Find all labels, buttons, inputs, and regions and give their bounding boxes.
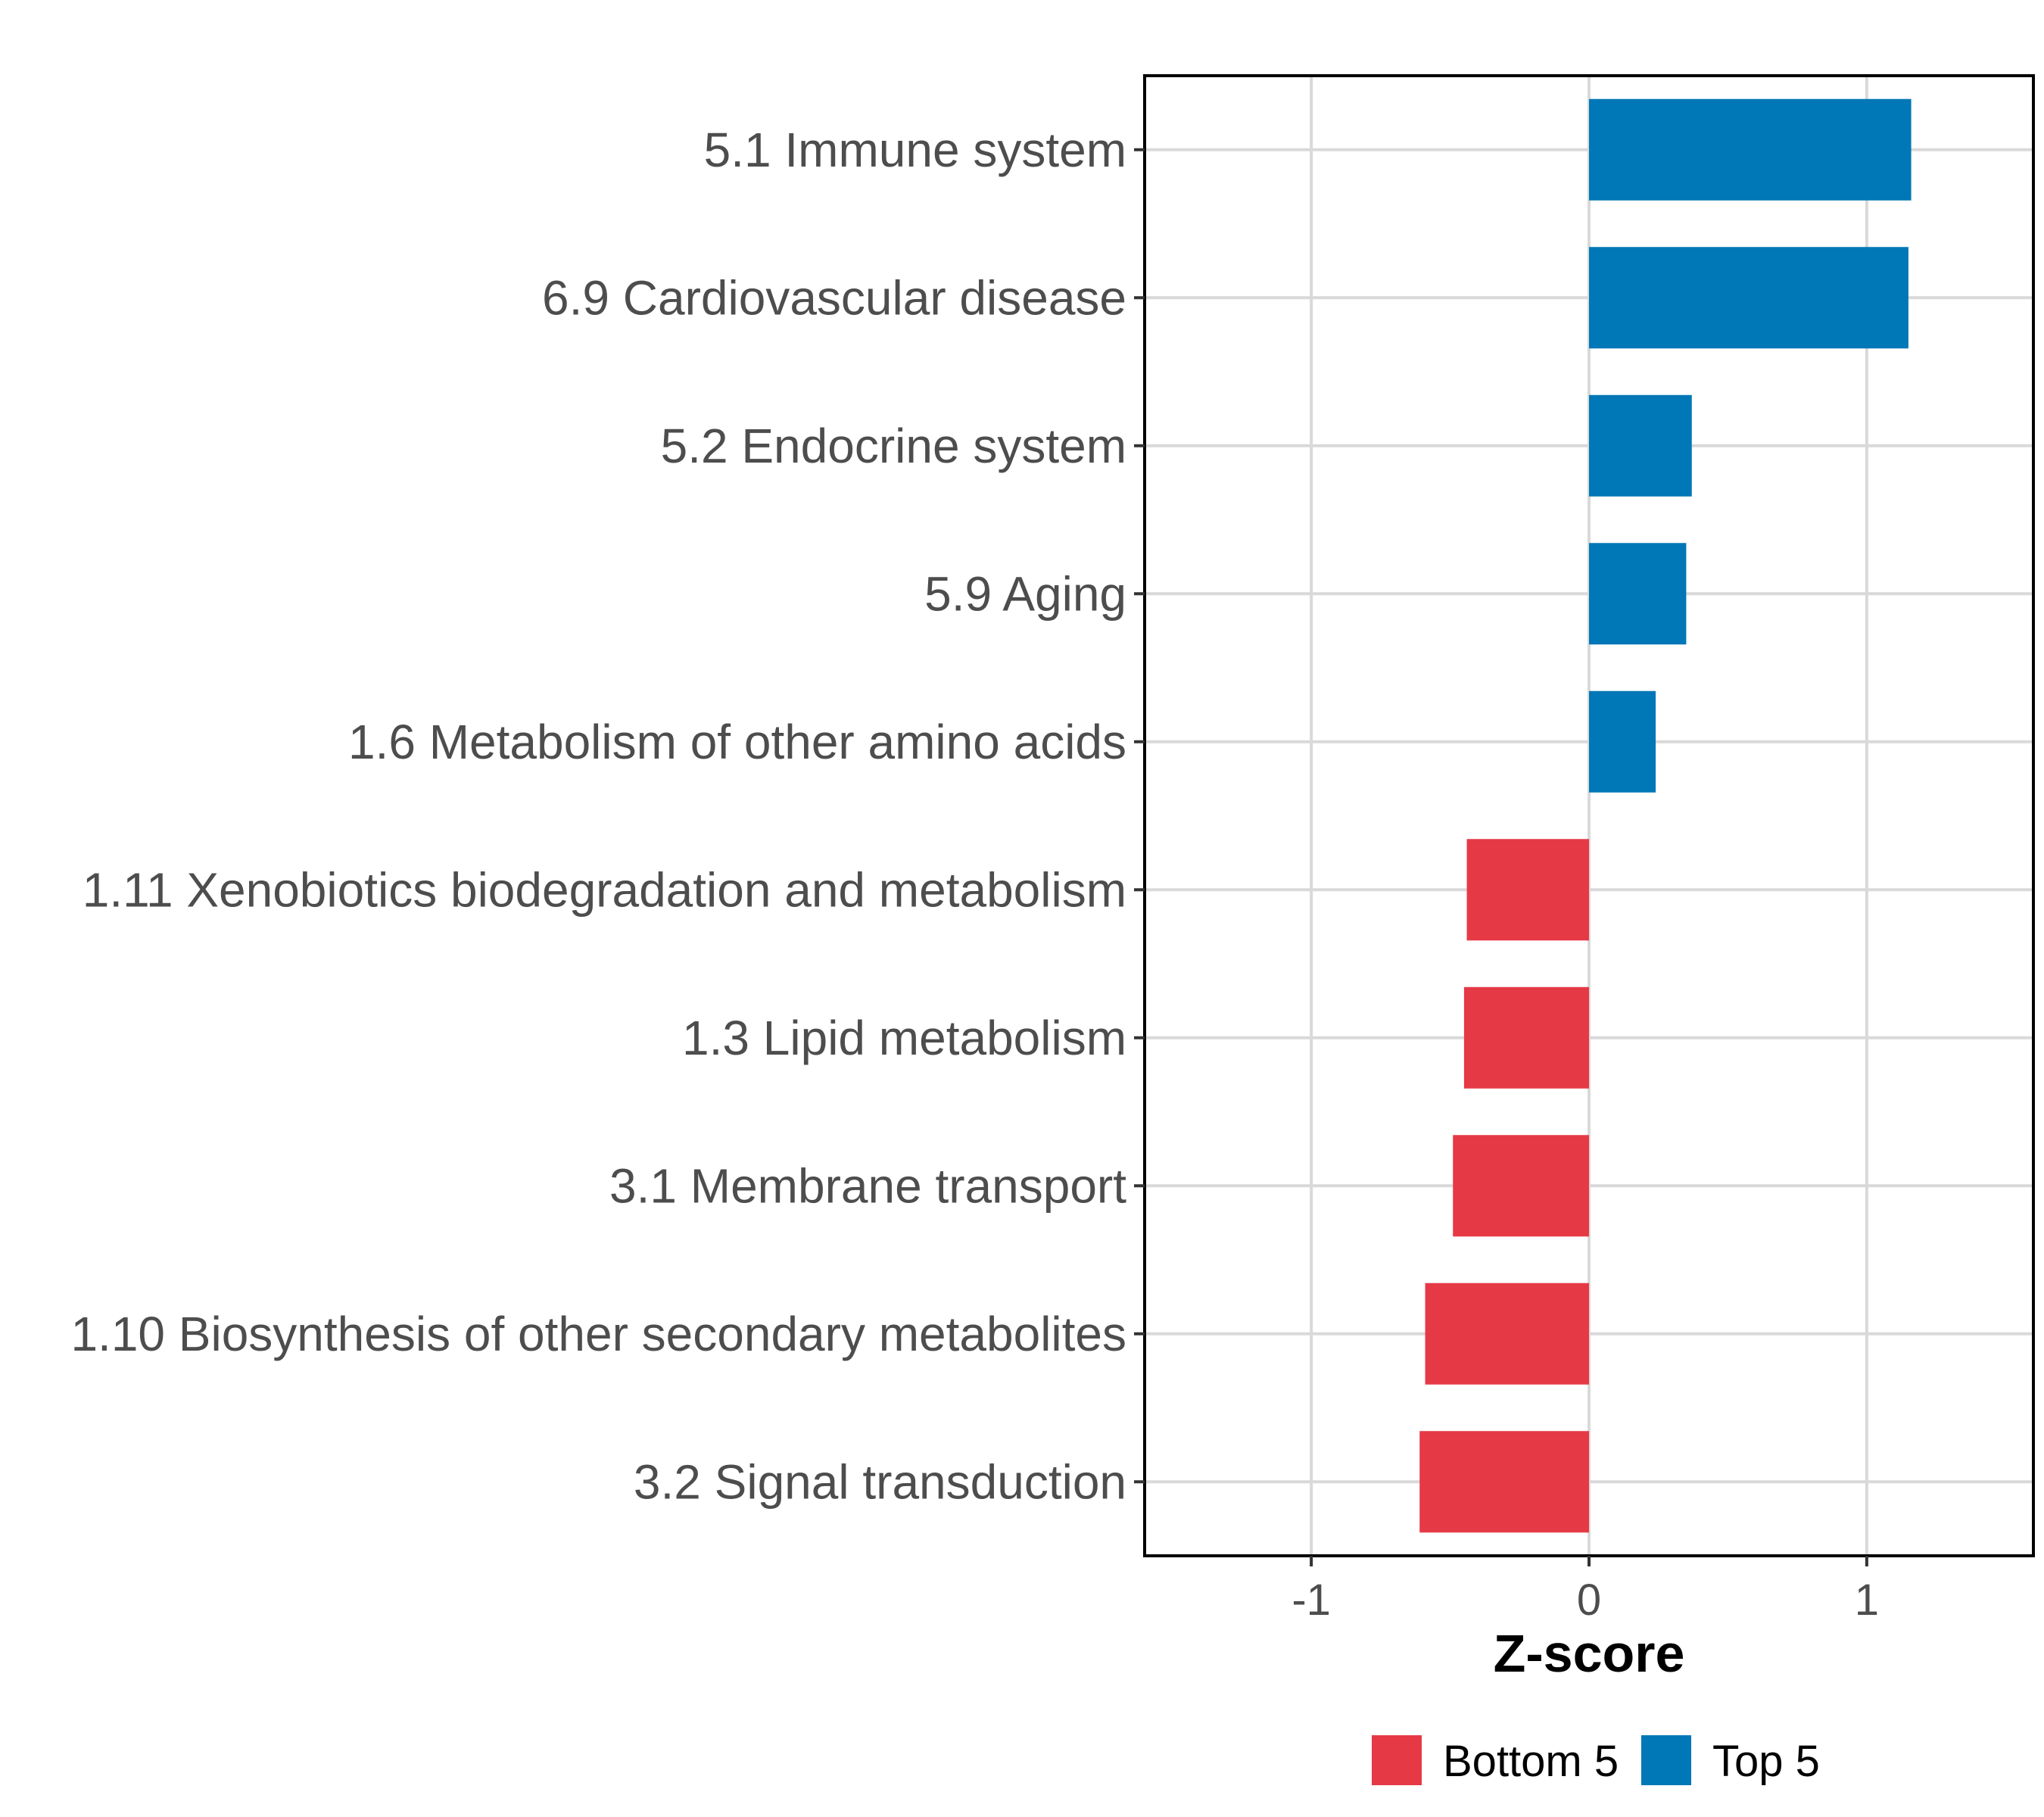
x-tick-label: 0 — [1577, 1575, 1601, 1625]
category-label: 1.10 Biosynthesis of other secondary met… — [70, 1307, 1126, 1361]
category-label: 5.1 Immune system — [704, 123, 1126, 177]
y-axis: 5.1 Immune system 6.9 Cardiovascular dise… — [70, 123, 1145, 1509]
bar — [1463, 986, 1589, 1089]
bar — [1589, 247, 1908, 349]
bar — [1425, 1282, 1589, 1385]
category-label: 3.1 Membrane transport — [609, 1158, 1126, 1213]
category-label: 5.2 Endocrine system — [661, 419, 1126, 473]
x-tick-label: 1 — [1855, 1575, 1879, 1625]
legend: Bottom 5 Top 5 — [1372, 1735, 1820, 1786]
legend-label: Top 5 — [1712, 1737, 1820, 1786]
bar — [1589, 394, 1692, 497]
legend-swatch — [1641, 1735, 1691, 1785]
x-axis-title: Z-score — [1494, 1624, 1685, 1683]
category-label: 1.3 Lipid metabolism — [682, 1011, 1126, 1065]
category-label: 6.9 Cardiovascular disease — [542, 270, 1126, 325]
legend-swatch — [1372, 1735, 1422, 1785]
bar — [1466, 839, 1589, 941]
bar — [1453, 1135, 1589, 1237]
legend-label: Bottom 5 — [1443, 1737, 1619, 1786]
category-label: 3.2 Signal transduction — [634, 1454, 1126, 1509]
category-label: 5.9 Aging — [924, 566, 1126, 621]
bar — [1419, 1431, 1589, 1533]
bar — [1589, 543, 1687, 645]
bar — [1589, 690, 1656, 793]
bar — [1589, 98, 1912, 201]
category-label: 1.11 Xenobiotics biodegradation and meta… — [83, 862, 1126, 917]
x-axis: -1 0 1 — [1292, 1556, 1879, 1625]
x-tick-label: -1 — [1292, 1575, 1331, 1625]
category-label: 1.6 Metabolism of other amino acids — [348, 715, 1126, 769]
bars — [1419, 98, 1912, 1533]
